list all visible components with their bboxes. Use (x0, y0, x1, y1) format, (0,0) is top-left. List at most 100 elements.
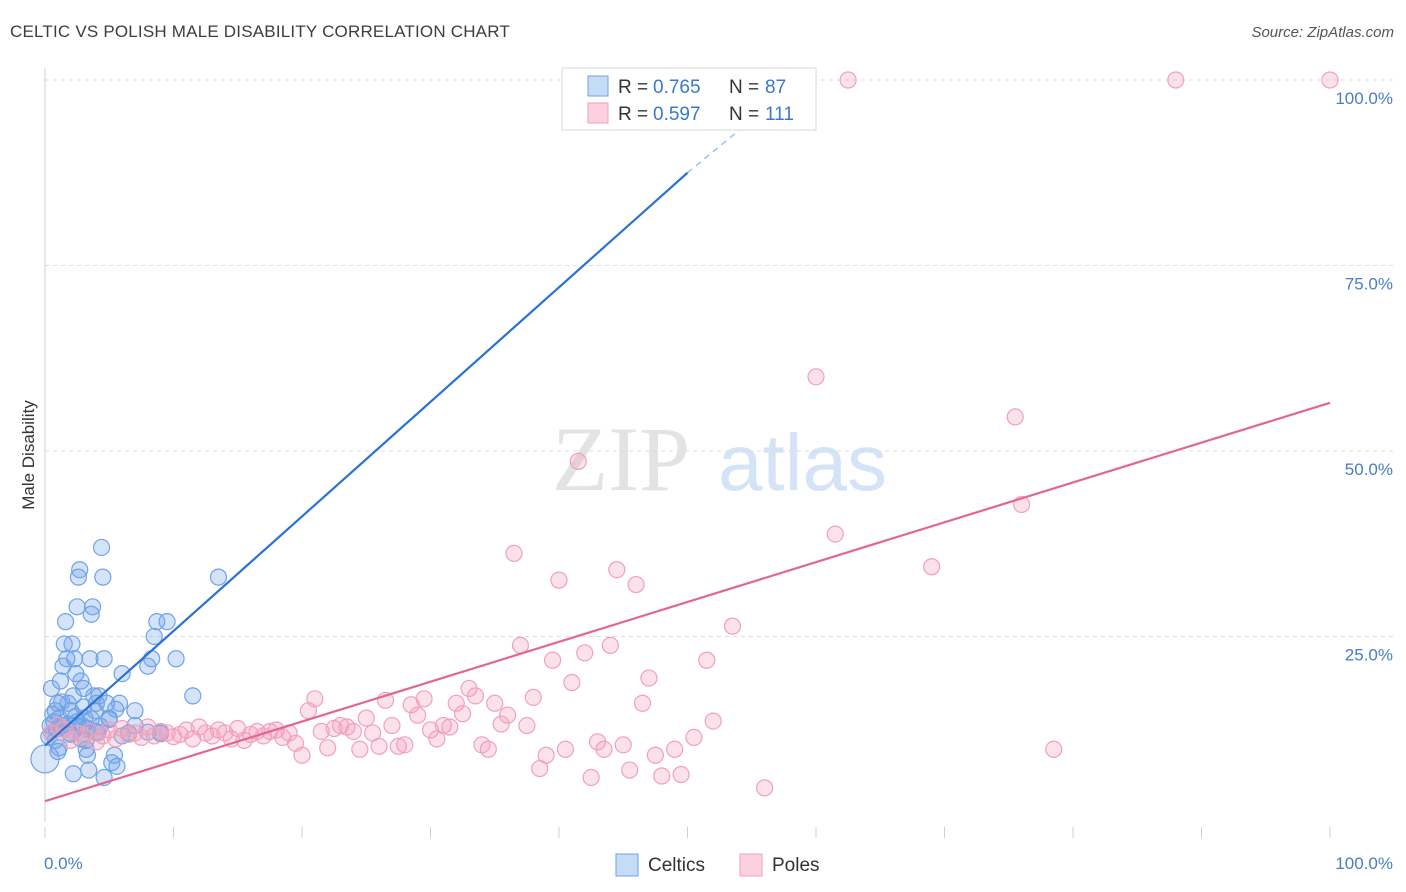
poles-point-100 (704, 712, 722, 730)
poles-point-54 (389, 737, 407, 755)
poles-point-41 (306, 690, 324, 708)
poles-point-51 (370, 737, 388, 755)
celtics-point-60 (209, 568, 228, 586)
poles-point-98 (685, 728, 703, 747)
legend-swatch-celtics (587, 75, 609, 97)
source-label: Source: ZipAtlas.com (1251, 24, 1394, 41)
poles-point-42 (312, 722, 330, 741)
poles-point-61 (434, 716, 452, 735)
legend-n-label-1: N = (729, 77, 759, 98)
y-tick-label-2: 50.0% (1345, 460, 1393, 479)
poles-point-93 (640, 669, 658, 687)
poles-point-72 (505, 544, 523, 562)
data-points (30, 71, 1339, 797)
poles-point-39 (293, 746, 311, 764)
celtics-point-54 (145, 627, 163, 646)
celtics-point-22 (68, 598, 86, 616)
celtics-point-40 (92, 538, 111, 557)
celtics-point-31 (80, 761, 98, 779)
poles-point-69 (486, 694, 504, 712)
celtics-point-30 (78, 746, 97, 764)
legend-r-label-1: R = (618, 77, 648, 98)
celtics-point-61 (42, 679, 61, 698)
poles-point-58 (415, 690, 433, 708)
legend-n-value-2: 111 (765, 104, 794, 125)
poles-point-79 (550, 571, 568, 589)
poles-point-89 (614, 736, 632, 754)
celtics-trend-line (44, 171, 689, 747)
trend-lines (44, 97, 1331, 803)
legend-r-value-1: 0.765 (653, 77, 701, 98)
poles-point-62 (441, 718, 459, 736)
y-axis-label: Male Disability (19, 400, 38, 510)
poles-point-25 (203, 727, 221, 745)
poles-point-97 (672, 765, 690, 784)
poles-point-11 (113, 719, 131, 738)
gridlines (45, 79, 1395, 637)
celtics-point-43 (98, 694, 116, 712)
poles-point-23 (190, 718, 208, 736)
celtics-point-13 (56, 613, 75, 631)
poles-point-86 (595, 740, 613, 758)
poles-point-112 (1321, 71, 1339, 89)
axes (44, 68, 1331, 838)
x-tick-label-0: 0.0% (44, 854, 83, 873)
celtics-point-cluster (30, 744, 60, 774)
bottom-legend: Celtics Poles (615, 853, 820, 877)
poles-point-103 (755, 779, 774, 797)
celtics-point-41 (94, 568, 112, 586)
poles-point-110 (1045, 740, 1063, 758)
x-tick-label-1: 100.0% (1335, 854, 1393, 873)
bottom-legend-label-celtics: Celtics (648, 855, 705, 876)
poles-point-68 (479, 740, 497, 758)
celtics-point-42 (95, 650, 113, 668)
y-tick-label-0: 100.0% (1335, 89, 1393, 108)
poles-point-64 (454, 705, 472, 723)
poles-point-71 (499, 706, 517, 724)
y-tick-label-3: 25.0% (1345, 646, 1393, 665)
poles-point-95 (653, 767, 671, 785)
poles-point-6 (81, 722, 99, 741)
legend-box: R = 0.765 N = 87 R = 0.597 N = 111 (561, 67, 817, 131)
poles-point-83 (576, 644, 594, 662)
poles-point-53 (383, 716, 401, 735)
legend-n-label-2: N = (729, 104, 759, 125)
poles-point-82 (569, 452, 587, 470)
poles-point-81 (563, 673, 581, 692)
poles-point-43 (319, 739, 337, 757)
poles-point-96 (666, 740, 684, 758)
legend-r-value-2: 0.597 (653, 104, 701, 125)
celtics-point-59 (184, 687, 202, 705)
poles-point-106 (839, 71, 857, 89)
poles-point-87 (601, 636, 620, 655)
poles-point-66 (466, 687, 485, 705)
poles-point-14 (132, 728, 150, 747)
bottom-legend-swatch-poles (739, 853, 763, 877)
poles-point-88 (608, 561, 626, 579)
celtics-point-53 (143, 650, 161, 668)
poles-point-80 (556, 740, 575, 758)
poles-point-49 (357, 709, 375, 727)
poles-point-77 (537, 746, 555, 764)
chart-title: CELTIC VS POLISH MALE DISABILITY CORRELA… (10, 22, 510, 41)
poles-point-63 (447, 694, 465, 712)
legend-swatch-poles (587, 102, 609, 124)
poles-point-74 (518, 716, 536, 735)
bottom-legend-label-poles: Poles (772, 855, 820, 876)
poles-point-8 (94, 727, 112, 745)
celtics-point-20 (65, 650, 84, 668)
celtics-point-47 (108, 757, 126, 775)
watermark-atlas: atlas (718, 418, 887, 507)
celtics-point-34 (83, 598, 102, 616)
poles-point-99 (698, 651, 716, 669)
poles-point-78 (543, 651, 562, 669)
poles-point-59 (421, 721, 440, 739)
poles-point-102 (723, 617, 742, 635)
poles-point-7 (87, 733, 106, 751)
y-tick-label-1: 75.0% (1345, 275, 1393, 294)
poles-point-75 (524, 688, 542, 706)
poles-point-94 (646, 746, 664, 764)
poles-point-48 (351, 740, 369, 758)
celtics-point-24 (71, 561, 89, 579)
